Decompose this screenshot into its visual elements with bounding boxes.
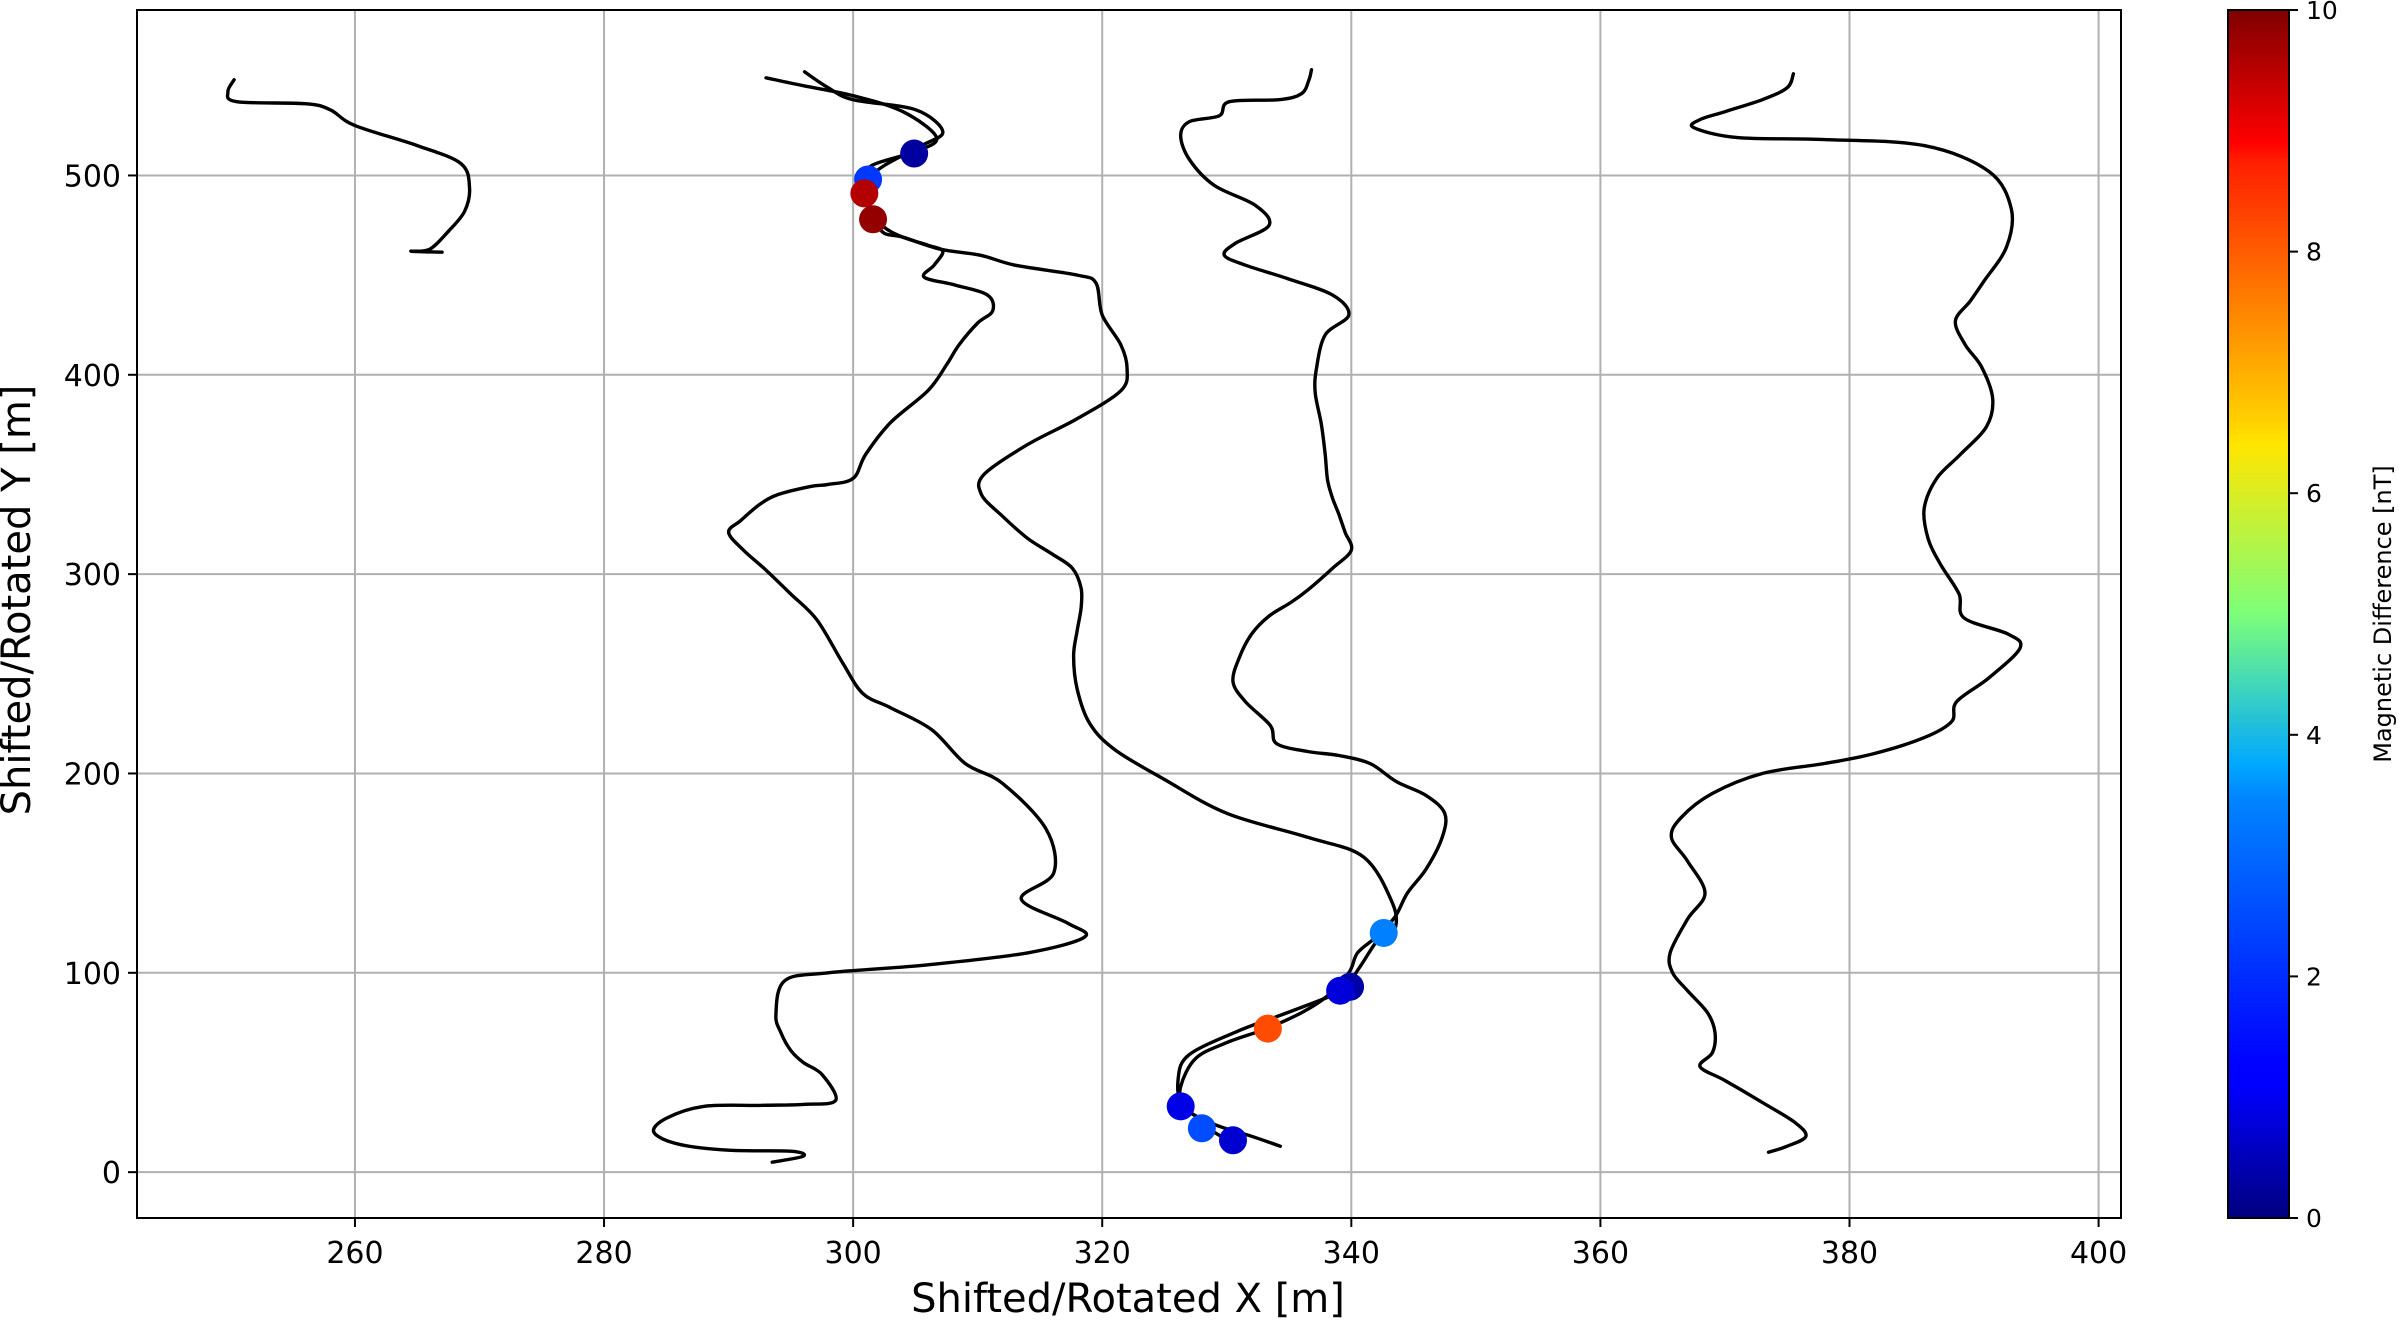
grid	[137, 10, 2121, 1218]
anomaly-point	[900, 139, 929, 168]
x-tick-label: 260	[326, 1236, 383, 1271]
y-axis-ticks: 0 100 200 300 400 500	[64, 159, 137, 1191]
colorbar-tick-label: 4	[2306, 721, 2322, 750]
colorbar-tick-label: 10	[2306, 0, 2338, 25]
anomaly-point	[1326, 976, 1355, 1005]
colorbar-ticks: 0 2 4 6 8 10	[2289, 0, 2338, 1233]
x-tick-label: 280	[575, 1236, 632, 1271]
colorbar-tick-label: 2	[2306, 962, 2322, 991]
y-tick-label: 400	[64, 359, 121, 394]
plot-frame	[136, 9, 2122, 1219]
colorbar-label: Magnetic Difference [nT]	[2369, 465, 2397, 762]
x-tick-label: 300	[825, 1236, 882, 1271]
anomaly-points	[850, 139, 1398, 1155]
anomaly-point	[859, 205, 888, 234]
x-tick-label: 320	[1074, 1236, 1131, 1271]
x-axis-label: Shifted/Rotated X [m]	[911, 1276, 1345, 1322]
track-line	[1667, 72, 2023, 1154]
anomaly-point	[1218, 1126, 1247, 1155]
colorbar-tick-label: 0	[2306, 1204, 2322, 1233]
track-line	[225, 78, 472, 254]
colorbar-gradient	[2227, 9, 2290, 1219]
anomaly-point	[1253, 1014, 1282, 1043]
x-tick-label: 340	[1323, 1236, 1380, 1271]
track-line	[1177, 68, 1448, 1144]
y-axis-label: Shifted/Rotated Y [m]	[0, 385, 40, 816]
colorbar: 0 2 4 6 8 10 Magnetic Difference [nT]	[2227, 0, 2397, 1233]
y-tick-label: 0	[102, 1156, 121, 1191]
anomaly-point	[850, 179, 879, 208]
x-tick-label: 400	[2070, 1236, 2127, 1271]
survey-tracks	[225, 68, 2023, 1164]
y-tick-label: 100	[64, 957, 121, 992]
track-line	[651, 76, 1089, 1164]
x-tick-label: 360	[1572, 1236, 1629, 1271]
x-tick-label: 380	[1821, 1236, 1878, 1271]
y-tick-label: 300	[64, 558, 121, 593]
y-tick-label: 500	[64, 159, 121, 194]
x-axis-ticks: 260 280 300 320 340 360 380 400	[326, 1218, 2127, 1271]
anomaly-point	[1166, 1092, 1195, 1121]
colorbar-tick-label: 6	[2306, 479, 2322, 508]
y-tick-label: 200	[64, 757, 121, 792]
anomaly-point	[1369, 918, 1398, 947]
colorbar-tick-label: 8	[2306, 238, 2322, 267]
anomaly-point	[1187, 1114, 1216, 1143]
